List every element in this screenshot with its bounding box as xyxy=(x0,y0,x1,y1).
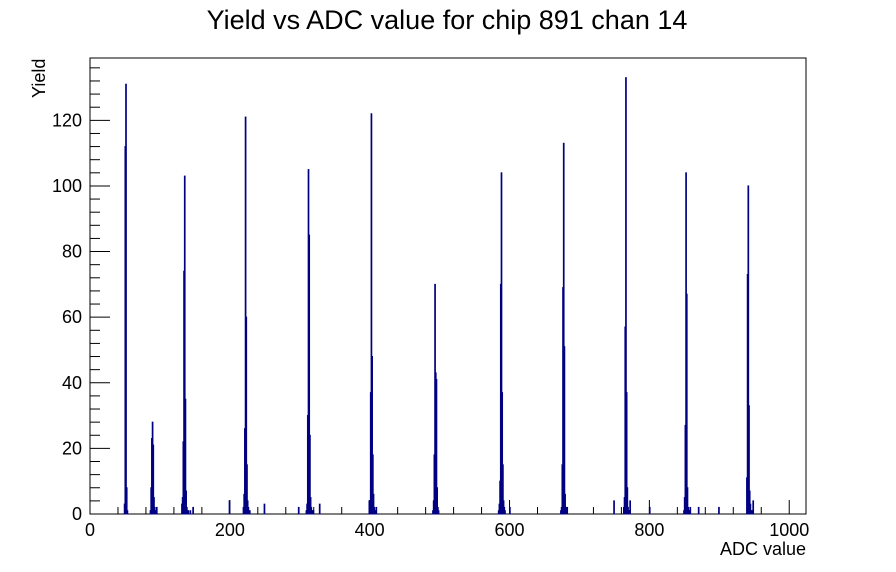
y-tick-label: 80 xyxy=(62,242,82,262)
x-axis-label: ADC value xyxy=(720,539,806,559)
histogram-bin xyxy=(718,506,720,515)
histogram-bin xyxy=(312,510,315,515)
x-tick-label: 1000 xyxy=(769,520,809,540)
y-tick-label: 120 xyxy=(52,110,82,130)
histogram-bin xyxy=(566,506,569,515)
y-tick-label: 100 xyxy=(52,176,82,196)
histogram-bin xyxy=(125,487,128,515)
y-tick-label: 40 xyxy=(62,373,82,393)
histogram-bin xyxy=(192,506,194,515)
histogram-bin xyxy=(689,506,692,515)
histogram-bin xyxy=(437,510,440,515)
y-tick-label: 0 xyxy=(72,504,82,524)
histogram-bin xyxy=(685,293,688,515)
y-tick-label: 20 xyxy=(62,438,82,458)
histogram-bin xyxy=(504,510,506,515)
histogram-bin xyxy=(263,503,266,515)
x-tick-label: 0 xyxy=(85,520,95,540)
histogram-bin xyxy=(648,506,651,515)
x-tick-label: 400 xyxy=(355,520,385,540)
histogram-bin xyxy=(752,500,755,515)
histogram-bin xyxy=(318,503,321,515)
histogram-bin xyxy=(613,500,615,515)
y-axis-label: Yield xyxy=(29,59,49,98)
histogram-bin xyxy=(187,510,190,515)
histogram-bin xyxy=(629,500,631,515)
histogram-bin xyxy=(189,510,192,515)
x-tick-label: 800 xyxy=(634,520,664,540)
y-tick-label: 60 xyxy=(62,307,82,327)
histogram-bin xyxy=(375,506,378,515)
chart-title: Yield vs ADC value for chip 891 chan 14 xyxy=(207,5,688,35)
histogram-bin xyxy=(248,510,251,515)
x-axis: 0 200 400 600 800 1000 xyxy=(85,500,809,540)
histogram-bin xyxy=(228,500,231,515)
histogram-bin xyxy=(509,506,511,515)
histogram-bin xyxy=(297,506,300,515)
histogram-bin xyxy=(125,83,127,515)
histogram-bin xyxy=(697,506,700,515)
y-axis: 0 20 40 60 80 100 120 xyxy=(52,67,110,524)
histogram-bin xyxy=(563,346,566,515)
histogram-bin xyxy=(126,510,129,515)
histogram-bin xyxy=(155,506,158,515)
histogram-series xyxy=(123,77,755,515)
x-tick-label: 600 xyxy=(495,520,525,540)
x-tick-label: 200 xyxy=(215,520,245,540)
plot-frame xyxy=(89,57,807,515)
